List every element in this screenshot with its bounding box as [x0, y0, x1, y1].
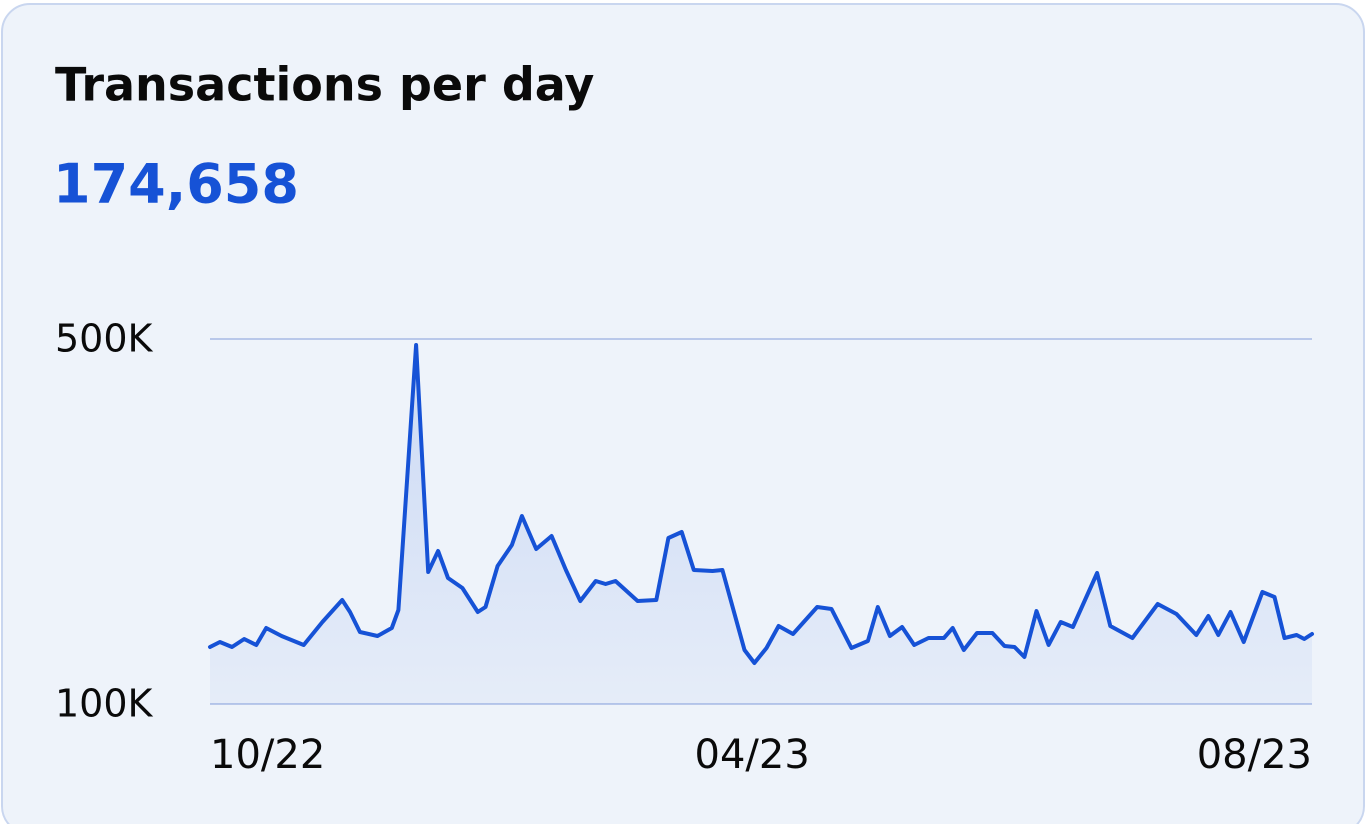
y-tick-label: 100K	[55, 682, 154, 726]
line	[208, 343, 1314, 665]
headline-value: 174,658	[53, 153, 299, 216]
x-tick-label: 04/23	[695, 732, 810, 778]
x-tick-label: 08/23	[1197, 732, 1312, 778]
y-tick-label: 500K	[55, 317, 154, 361]
x-tick-label: 10/22	[210, 732, 325, 778]
chart-title: Transactions per day	[55, 58, 594, 112]
